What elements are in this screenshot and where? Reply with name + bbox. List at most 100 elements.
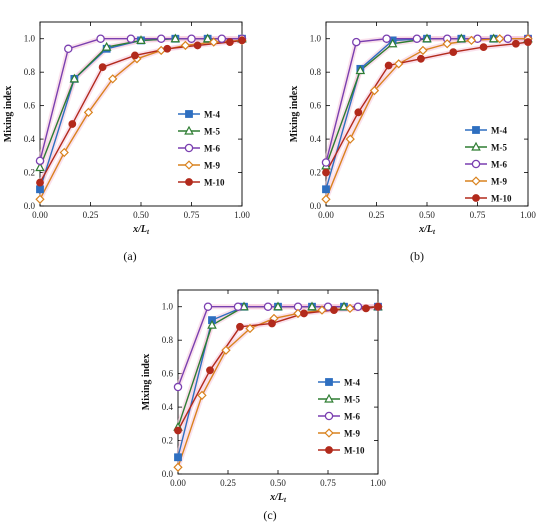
point-m-5 [422, 33, 432, 43]
y-tick-label: 1.0 [24, 34, 36, 44]
legend-label: M-6 [491, 160, 507, 170]
legend-label: M-10 [344, 446, 365, 456]
point-m-9 [317, 305, 327, 315]
y-axis-title: Mixing index [289, 86, 300, 142]
x-tick-label: 0.25 [83, 210, 99, 220]
y-tick-label: 1.0 [310, 34, 322, 44]
point-m-10 [163, 44, 172, 53]
x-tick-label: 0.50 [270, 478, 286, 488]
point-m-10 [98, 63, 107, 72]
series-markers [173, 301, 383, 472]
y-tick-label: 0.8 [162, 335, 174, 345]
point-m-6 [321, 158, 331, 167]
x-tick-label: 0.50 [419, 210, 435, 220]
point-m-6 [64, 44, 73, 54]
y-tick-label: 0.8 [310, 67, 322, 77]
point-m-6 [353, 302, 363, 311]
y-tick-label: 0.8 [24, 67, 36, 77]
point-m-5 [35, 162, 45, 172]
x-axis-title: x/Lt [269, 492, 287, 504]
y-tick-label: 0.2 [310, 168, 321, 178]
y-tick-label: 0.4 [162, 402, 174, 412]
y-tick-label: 0.0 [24, 201, 36, 211]
point-m-6 [412, 34, 422, 43]
point-m-10 [479, 43, 488, 51]
point-m-10 [417, 54, 425, 63]
point-m-9 [369, 85, 380, 96]
legend-marker [324, 428, 334, 438]
point-m-6 [187, 34, 196, 43]
point-m-10 [236, 322, 244, 331]
point-m-9 [345, 303, 355, 314]
x-axis-title: x/Lt [418, 224, 436, 236]
legend-label: M-6 [204, 144, 220, 154]
point-m-6 [203, 302, 213, 311]
point-m-6 [96, 34, 105, 43]
point-m-5 [202, 33, 213, 43]
point-m-5 [207, 319, 217, 329]
point-m-9 [83, 107, 94, 117]
point-m-10 [206, 366, 214, 375]
point-m-9 [35, 194, 45, 204]
point-m-9 [466, 35, 477, 46]
point-m-10 [131, 51, 139, 60]
point-m-9 [442, 39, 452, 49]
point-m-5 [101, 41, 112, 51]
panel-label: (c) [263, 508, 276, 522]
legend-label: M-10 [491, 194, 512, 204]
point-m-10 [362, 304, 370, 313]
point-m-6 [126, 34, 136, 43]
point-m-5 [387, 38, 398, 48]
legend-marker [184, 160, 194, 170]
legend: M-4 M-5 M-6 M-9 M-10 [465, 126, 512, 204]
point-m-5 [136, 35, 146, 45]
point-m-10 [374, 302, 382, 311]
chart-panel: 0.0 0.2 0.4 0.6 0.8 1.0 0.00 0.25 0.50 0.75 1.00 x/… [141, 289, 386, 522]
point-m-6 [263, 302, 273, 311]
point-m-5 [273, 301, 283, 311]
y-tick-label: 0.6 [162, 369, 174, 379]
legend-marker [324, 411, 334, 421]
point-m-6 [35, 156, 45, 166]
x-axis-title-main: x/L [418, 224, 433, 235]
point-m-10 [193, 41, 202, 50]
x-tick-label: 0.75 [320, 478, 336, 488]
legend-marker [325, 378, 333, 386]
y-tick-label: 0.2 [162, 436, 173, 446]
y-tick-label: 0.0 [162, 469, 174, 479]
point-m-6 [156, 34, 166, 43]
series-markers [35, 33, 247, 204]
y-axis-title: Mixing index [141, 354, 152, 410]
x-tick-label: 0.75 [470, 210, 486, 220]
panel-label: (b) [410, 249, 424, 263]
series-line-m-6 [39, 38, 242, 162]
point-m-9 [180, 40, 191, 51]
point-m-5 [488, 33, 499, 43]
point-m-6 [382, 34, 391, 43]
y-tick-label: 0.4 [24, 134, 36, 144]
legend-label: M-9 [344, 429, 360, 439]
legend: M-4 M-5 M-6 M-9 M-10 [318, 378, 365, 456]
legend-label: M-5 [491, 143, 507, 153]
legend-marker [184, 125, 194, 135]
y-tick-label: 1.0 [162, 302, 174, 312]
legend-label: M-4 [491, 126, 507, 136]
series-line-m-10 [39, 39, 243, 183]
point-m-10 [225, 38, 234, 46]
legend: M-4 M-5 M-6 M-9 M-10 [178, 110, 225, 188]
legend-label: M-4 [204, 110, 220, 120]
point-m-5 [170, 33, 181, 43]
x-tick-label: 0.25 [369, 210, 385, 220]
point-m-5 [456, 33, 467, 43]
point-m-10 [68, 120, 77, 128]
x-tick-label: 0.00 [318, 210, 334, 220]
panel-label: (a) [123, 249, 136, 263]
x-axis-title: x/Lt [132, 224, 150, 236]
legend-marker [325, 446, 333, 454]
x-tick-label: 1.00 [520, 210, 536, 220]
point-m-6 [173, 382, 183, 392]
x-axis-title-subscript: t [433, 228, 436, 236]
x-tick-label: 0.00 [32, 210, 48, 220]
legend-marker [184, 143, 194, 153]
